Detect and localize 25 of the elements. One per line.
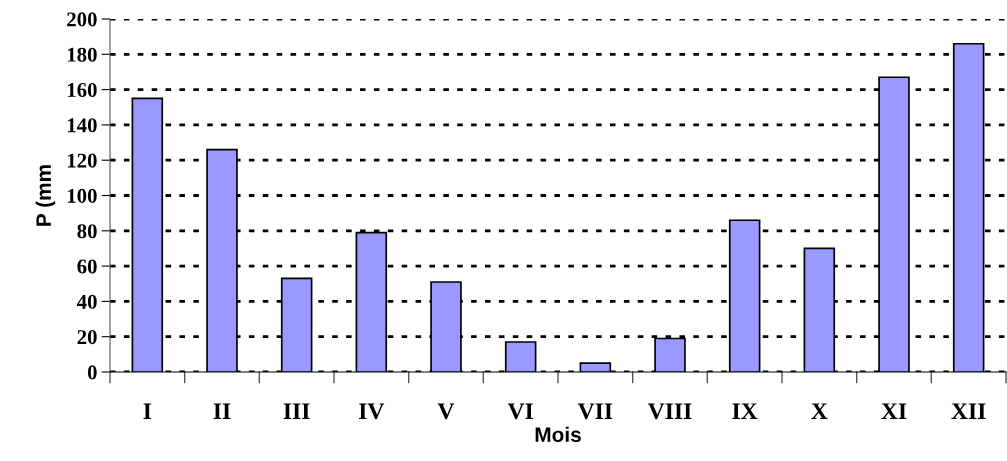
y-tick-label: 200 — [67, 12, 97, 27]
x-tick-label: IV — [359, 403, 385, 420]
y-tick-label: 180 — [67, 47, 97, 62]
y-axis-title: P (mm — [35, 165, 56, 226]
y-tick-label: 0 — [87, 365, 97, 380]
y-tick-label: 100 — [67, 188, 97, 203]
y-tick-label: 80 — [77, 224, 97, 239]
y-tick-label: 40 — [76, 294, 97, 309]
x-tick-label: V — [437, 403, 455, 420]
y-tick-label: 140 — [67, 118, 97, 133]
x-tick-label: I — [143, 403, 152, 419]
x-tick-label: VIII — [647, 403, 692, 420]
x-tick-label: VII — [577, 403, 613, 420]
x-tick-label: X — [811, 403, 828, 419]
y-tick-label: 20 — [77, 330, 97, 345]
x-axis-title: Mois — [535, 426, 581, 443]
x-tick-label: XI — [881, 403, 907, 419]
y-tick-label: 160 — [67, 82, 97, 98]
x-tick-label: XII — [951, 403, 986, 419]
x-tick-label: II — [213, 403, 231, 419]
x-tick-label: VI — [507, 403, 533, 420]
y-tick-label: 120 — [67, 153, 97, 168]
y-tick-label: 60 — [77, 259, 97, 274]
x-tick-label: III — [283, 403, 310, 419]
x-tick-label: IX — [732, 403, 758, 419]
